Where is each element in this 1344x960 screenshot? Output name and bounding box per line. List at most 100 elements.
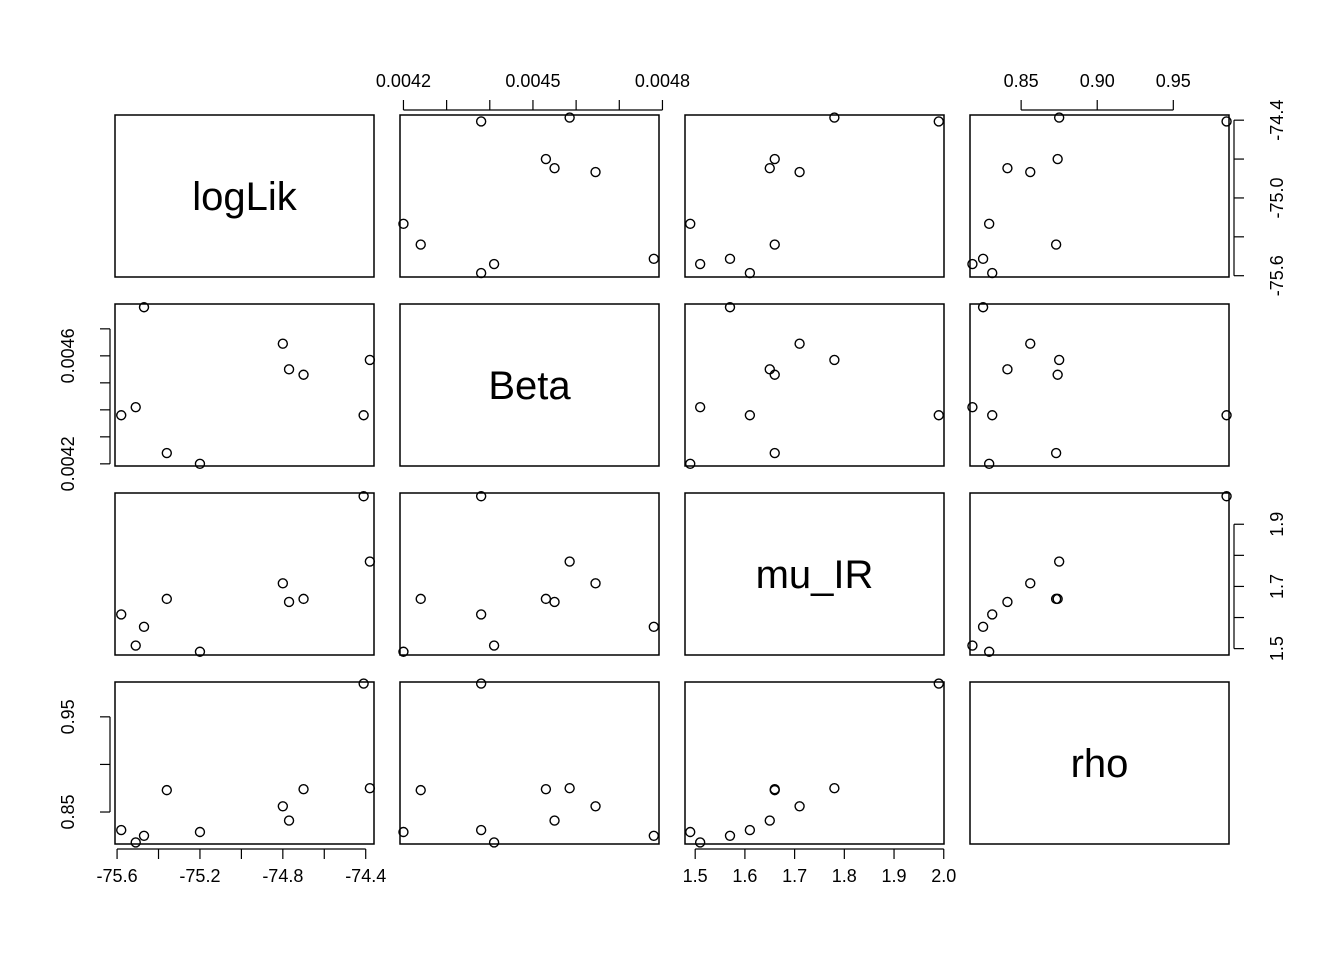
point-mu_IR-vs-logLik-9 bbox=[116, 609, 127, 620]
x-tick-label-logLik: -75.6 bbox=[97, 866, 138, 886]
x-tick-label-mu_IR: 1.6 bbox=[732, 866, 757, 886]
point-mu_IR-vs-logLik-4 bbox=[277, 578, 289, 589]
point-logLik-vs-Beta-0 bbox=[475, 116, 487, 127]
point-logLik-vs-rho-5 bbox=[983, 218, 995, 230]
point-rho-vs-Beta-0 bbox=[475, 678, 487, 689]
point-rho-vs-mu_IR-9 bbox=[744, 824, 756, 836]
point-mu_IR-vs-logLik-1 bbox=[364, 556, 376, 567]
panel-mu_IR-vs-rho bbox=[969, 492, 1230, 656]
point-mu_IR-vs-rho-6 bbox=[1050, 593, 1062, 605]
point-logLik-vs-rho-6 bbox=[1050, 239, 1062, 250]
point-mu_IR-vs-rho-9 bbox=[987, 609, 998, 620]
point-mu_IR-vs-logLik-6 bbox=[161, 593, 173, 605]
point-mu_IR-vs-logLik-0 bbox=[358, 491, 369, 502]
point-rho-vs-Beta-3 bbox=[549, 815, 560, 826]
y-tick-label-mu_IR: 1.9 bbox=[1267, 512, 1287, 537]
point-Beta-vs-mu_IR-9 bbox=[744, 410, 756, 421]
point-logLik-vs-Beta-1 bbox=[564, 112, 575, 123]
panel-mu_IR-vs-logLik bbox=[114, 492, 375, 656]
point-logLik-vs-Beta-9 bbox=[475, 267, 487, 279]
panel-logLik-vs-logLik bbox=[114, 114, 375, 278]
point-Beta-vs-logLik-0 bbox=[358, 410, 369, 421]
point-Beta-vs-logLik-8 bbox=[130, 401, 141, 413]
point-Beta-vs-mu_IR-0 bbox=[933, 410, 944, 421]
x-tick-label-rho: 0.90 bbox=[1080, 71, 1115, 91]
point-logLik-vs-mu_IR-5 bbox=[685, 218, 696, 230]
point-Beta-vs-rho-8 bbox=[967, 401, 978, 413]
point-Beta-vs-logLik-6 bbox=[161, 447, 173, 459]
point-logLik-vs-mu_IR-6 bbox=[769, 239, 780, 250]
point-rho-vs-Beta-2 bbox=[540, 783, 552, 795]
point-Beta-vs-logLik-4 bbox=[277, 338, 289, 349]
y-tick-label-rho: 0.95 bbox=[58, 699, 78, 734]
panel-rho-vs-rho bbox=[969, 681, 1230, 845]
y-tick-label-logLik: -74.4 bbox=[1267, 100, 1287, 141]
point-rho-vs-Beta-7 bbox=[648, 830, 660, 842]
point-mu_IR-vs-logLik-2 bbox=[298, 593, 309, 605]
point-Beta-vs-mu_IR-7 bbox=[724, 302, 736, 313]
point-logLik-vs-Beta-8 bbox=[488, 258, 500, 270]
point-mu_IR-vs-rho-3 bbox=[1002, 596, 1013, 608]
y-tick-label-logLik: -75.6 bbox=[1267, 255, 1287, 296]
point-rho-vs-logLik-1 bbox=[364, 783, 376, 794]
x-tick-label-Beta: 0.0042 bbox=[376, 71, 431, 91]
point-rho-vs-Beta-6 bbox=[415, 784, 426, 796]
point-mu_IR-vs-logLik-3 bbox=[283, 596, 295, 608]
point-logLik-vs-mu_IR-4 bbox=[794, 166, 805, 178]
point-logLik-vs-rho-4 bbox=[1025, 166, 1036, 178]
point-mu_IR-vs-rho-4 bbox=[1025, 578, 1036, 589]
point-rho-vs-mu_IR-7 bbox=[724, 830, 736, 842]
x-tick-label-mu_IR: 1.5 bbox=[683, 866, 708, 886]
y-tick-label-Beta: 0.0046 bbox=[58, 328, 78, 383]
x-tick-label-Beta: 0.0045 bbox=[505, 71, 560, 91]
x-tick-label-Beta: 0.0048 bbox=[635, 71, 690, 91]
point-logLik-vs-Beta-5 bbox=[398, 218, 409, 230]
panel-logLik-vs-rho bbox=[969, 114, 1230, 278]
y-tick-label-rho: 0.85 bbox=[58, 794, 78, 829]
point-logLik-vs-mu_IR-9 bbox=[744, 267, 756, 279]
point-rho-vs-Beta-1 bbox=[564, 783, 575, 794]
x-tick-label-logLik: -74.8 bbox=[262, 866, 303, 886]
point-mu_IR-vs-rho-7 bbox=[977, 621, 989, 633]
point-mu_IR-vs-Beta-6 bbox=[415, 593, 426, 605]
point-mu_IR-vs-logLik-7 bbox=[138, 621, 150, 633]
point-Beta-vs-rho-7 bbox=[977, 302, 989, 313]
y-tick-label-mu_IR: 1.5 bbox=[1267, 636, 1287, 661]
point-logLik-vs-mu_IR-0 bbox=[933, 116, 944, 127]
point-Beta-vs-mu_IR-2 bbox=[769, 369, 780, 380]
point-mu_IR-vs-rho-0 bbox=[1221, 491, 1232, 502]
panel-rho-vs-Beta bbox=[399, 681, 660, 845]
x-tick-label-rho: 0.85 bbox=[1004, 71, 1039, 91]
point-mu_IR-vs-Beta-3 bbox=[549, 596, 560, 608]
point-rho-vs-logLik-7 bbox=[138, 830, 150, 842]
x-tick-label-rho: 0.95 bbox=[1156, 71, 1191, 91]
point-logLik-vs-mu_IR-2 bbox=[769, 153, 780, 165]
point-Beta-vs-rho-3 bbox=[1002, 364, 1013, 375]
panel-mu_IR-vs-mu_IR bbox=[684, 492, 945, 656]
point-mu_IR-vs-Beta-1 bbox=[564, 556, 575, 567]
point-Beta-vs-rho-9 bbox=[987, 410, 998, 421]
axes-layer: -75.6 -75.2 -74.8 -74.4 1.5 1.6 1.7 1.8 1.9 2.0 0.… bbox=[58, 71, 1287, 886]
panel-Beta-vs-mu_IR bbox=[684, 303, 945, 467]
point-mu_IR-vs-logLik-8 bbox=[130, 640, 141, 651]
x-tick-label-logLik: -74.4 bbox=[345, 866, 386, 886]
point-logLik-vs-Beta-3 bbox=[549, 162, 560, 174]
point-rho-vs-mu_IR-3 bbox=[764, 815, 775, 826]
point-logLik-vs-mu_IR-8 bbox=[694, 258, 706, 270]
point-rho-vs-logLik-8 bbox=[130, 837, 141, 848]
panel-logLik-vs-Beta bbox=[399, 114, 660, 278]
diagonal-label-mu_IR: mu_IR bbox=[756, 553, 874, 597]
point-mu_IR-vs-Beta-4 bbox=[590, 578, 601, 589]
y-tick-label-mu_IR: 1.7 bbox=[1267, 574, 1287, 599]
point-mu_IR-vs-Beta-9 bbox=[475, 609, 487, 620]
point-Beta-vs-logLik-3 bbox=[283, 364, 295, 375]
x-tick-label-logLik: -75.2 bbox=[179, 866, 220, 886]
point-mu_IR-vs-rho-1 bbox=[1053, 556, 1065, 567]
point-rho-vs-mu_IR-6 bbox=[769, 784, 780, 796]
point-logLik-vs-Beta-6 bbox=[415, 239, 426, 250]
point-Beta-vs-rho-4 bbox=[1025, 338, 1036, 349]
point-Beta-vs-mu_IR-8 bbox=[694, 401, 706, 413]
point-Beta-vs-logLik-1 bbox=[364, 354, 376, 366]
point-Beta-vs-rho-6 bbox=[1050, 447, 1062, 459]
